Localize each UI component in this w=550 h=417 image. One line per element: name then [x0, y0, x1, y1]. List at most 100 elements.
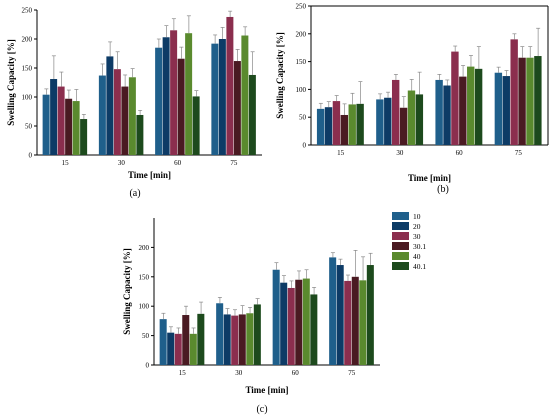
panel-label: (b): [437, 184, 449, 195]
bar: [329, 257, 336, 365]
bar: [121, 87, 128, 155]
legend-swatch: [392, 222, 409, 230]
bar: [160, 319, 167, 365]
bar: [249, 75, 256, 155]
y-tick-label: 250: [296, 3, 307, 11]
legend-swatch: [392, 212, 409, 220]
y-tick-label: 150: [22, 65, 33, 73]
bar: [175, 334, 182, 365]
bar: [376, 99, 383, 145]
y-axis-label: Swelling Capacity [%]: [122, 248, 132, 335]
bar: [246, 313, 253, 365]
bar: [392, 80, 399, 145]
x-tick-label: 75: [348, 369, 356, 377]
bar: [408, 91, 415, 145]
bar: [273, 270, 280, 365]
bar: [400, 108, 407, 145]
bar: [241, 36, 248, 155]
bar: [254, 304, 261, 365]
bar: [193, 96, 200, 155]
bar: [333, 101, 340, 145]
panel-label: (c): [256, 404, 267, 415]
bar: [303, 279, 310, 365]
x-tick-label: 60: [456, 149, 464, 157]
y-axis-label: Swelling Capacity [%]: [6, 39, 16, 126]
bar: [503, 76, 510, 145]
bar: [219, 39, 226, 155]
bar: [349, 104, 356, 145]
y-tick-label: 0: [29, 152, 33, 160]
bar: [224, 314, 231, 365]
y-tick-label: 150: [296, 58, 307, 66]
bar: [155, 48, 162, 155]
bar: [50, 79, 57, 155]
x-tick-label: 75: [230, 159, 238, 167]
bar: [226, 17, 233, 155]
bar: [510, 39, 517, 145]
bar: [106, 56, 113, 155]
bar: [359, 280, 366, 365]
bar: [190, 334, 197, 365]
chart-panel-2: 0 50 100 150 200 250 15 30 60 75 Time [min] Swellin…: [275, 3, 548, 196]
bar: [280, 283, 287, 365]
y-tick-label: 200: [139, 244, 150, 252]
bar: [65, 99, 72, 155]
bar: [239, 314, 246, 365]
bar: [136, 115, 143, 155]
x-tick-label: 60: [292, 369, 300, 377]
bar: [178, 59, 185, 155]
y-tick-label: 100: [296, 86, 307, 94]
bar: [526, 58, 533, 145]
panel-label: (a): [129, 188, 140, 199]
bar: [43, 95, 50, 155]
bar: [295, 280, 302, 365]
y-tick-label: 100: [22, 94, 33, 102]
legend-swatch: [392, 252, 409, 260]
bar: [211, 44, 218, 155]
bar: [416, 94, 423, 145]
x-tick-label: 60: [174, 159, 182, 167]
bar: [80, 119, 87, 155]
bar: [475, 69, 482, 145]
y-tick-label: 200: [22, 36, 33, 44]
x-tick-label: 75: [515, 149, 523, 157]
x-tick-label: 15: [62, 159, 70, 167]
y-tick-label: 250: [22, 7, 33, 15]
legend-label: 40.1: [413, 262, 426, 271]
x-tick-label: 30: [396, 149, 404, 157]
legend-label: 40: [413, 252, 421, 261]
y-axis-label: Swelling Capacity [%]: [275, 32, 285, 119]
bar: [317, 109, 324, 145]
bar: [435, 80, 442, 145]
bar: [197, 314, 204, 365]
bar: [216, 303, 223, 365]
x-axis-label: Time [min]: [245, 385, 288, 395]
bar: [234, 61, 241, 155]
bar: [344, 281, 351, 365]
bar: [58, 87, 65, 155]
bar: [231, 316, 238, 365]
bar: [534, 56, 541, 145]
y-tick-label: 0: [303, 142, 307, 150]
x-axis-label: Time [min]: [408, 173, 451, 183]
bar: [356, 104, 363, 145]
bar: [129, 77, 136, 155]
bar: [367, 265, 374, 365]
legend-swatch: [392, 242, 409, 250]
bar: [337, 265, 344, 365]
bar: [288, 288, 295, 365]
legend-label: 30: [413, 232, 421, 241]
bar: [467, 67, 474, 145]
x-tick-label: 30: [118, 159, 126, 167]
bar: [459, 77, 466, 145]
bar: [99, 76, 106, 155]
legend-swatch: [392, 232, 409, 240]
chart-panel-3: 0 50 100 150 200 15 30 60 75 Time [min] Swelling C…: [122, 212, 426, 415]
bar: [495, 73, 502, 145]
chart-panel-1: 0 50 100 150 200 250 15 30 60 75 Time [min] Swellin…: [6, 7, 262, 200]
bar: [114, 69, 121, 155]
bar: [518, 58, 525, 145]
legend-swatch: [392, 262, 409, 270]
legend-label: 30.1: [413, 242, 426, 251]
